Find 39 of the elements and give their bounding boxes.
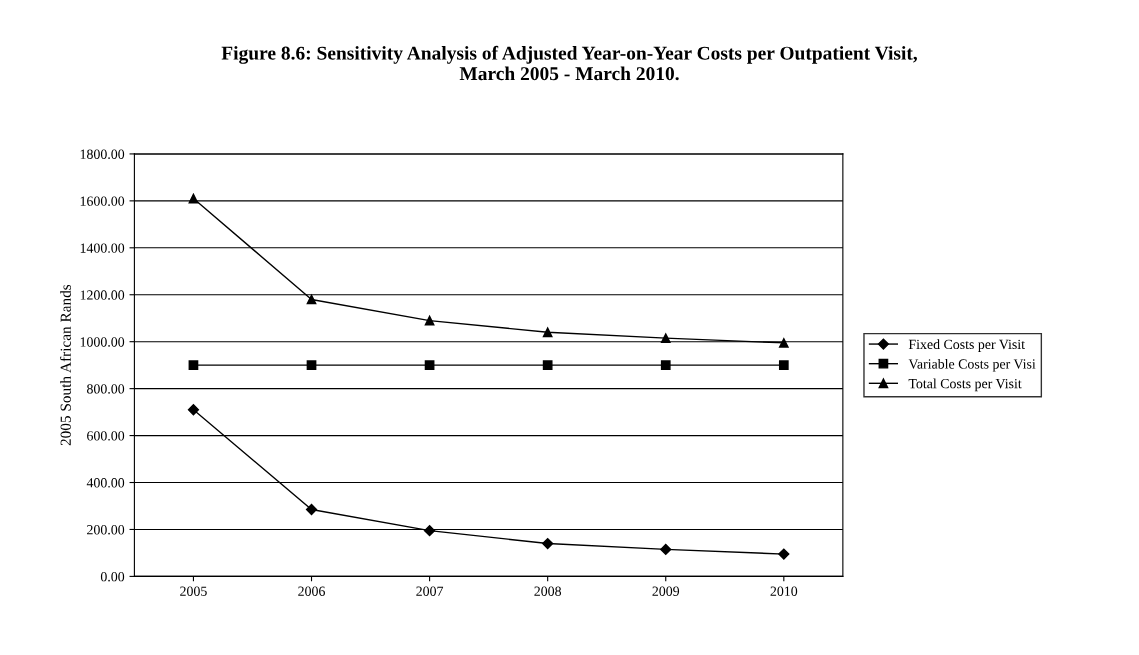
- y-tick-label: 1800.00: [80, 149, 125, 159]
- point: [424, 315, 435, 326]
- point: [187, 404, 200, 416]
- point: [660, 360, 671, 371]
- x-tick-label: 2005: [180, 586, 207, 596]
- point: [188, 193, 199, 204]
- point: [542, 327, 553, 338]
- x-tick-label: 2008: [534, 586, 562, 596]
- legend-label: Variable Costs per Visi: [908, 358, 1036, 372]
- legend-label: Total Costs per Visit: [908, 378, 1022, 392]
- point: [423, 525, 436, 537]
- x-tick-label: 2007: [416, 586, 444, 596]
- y-tick-label: 1200.00: [80, 290, 125, 300]
- y-tick-label: 0.00: [100, 571, 125, 582]
- y-tick-label: 600.00: [87, 431, 125, 441]
- x-tick-label: 2010: [770, 586, 798, 596]
- point: [424, 360, 435, 371]
- point: [660, 543, 672, 556]
- y-tick-label: 200.00: [87, 525, 125, 535]
- point: [306, 360, 317, 371]
- y-axis-title: 2005 South African Rands: [59, 284, 71, 446]
- point: [778, 548, 790, 560]
- point: [305, 503, 318, 516]
- point: [306, 294, 317, 305]
- x-tick-label: 2009: [652, 586, 680, 596]
- point: [778, 338, 789, 348]
- point: [542, 360, 553, 371]
- y-tick-label: 400.00: [86, 478, 125, 488]
- y-tick-label: 1400.00: [80, 243, 125, 253]
- point: [778, 360, 789, 371]
- point: [660, 333, 671, 344]
- chart-title: Figure 8.6: Sensitivity Analysis of Adjusted Year-on-Year Costs per Outpatient Visit, March 2005 - March 2010.: [221, 45, 917, 81]
- x-tick-label: 2006: [298, 586, 325, 596]
- point: [188, 360, 199, 371]
- legend-label: Fixed Costs per Visit: [908, 339, 1025, 352]
- y-tick-label: 1600.00: [80, 196, 125, 206]
- point: [542, 537, 554, 550]
- y-tick-label: 800.00: [87, 384, 125, 394]
- y-tick-label: 1000.00: [80, 337, 125, 347]
